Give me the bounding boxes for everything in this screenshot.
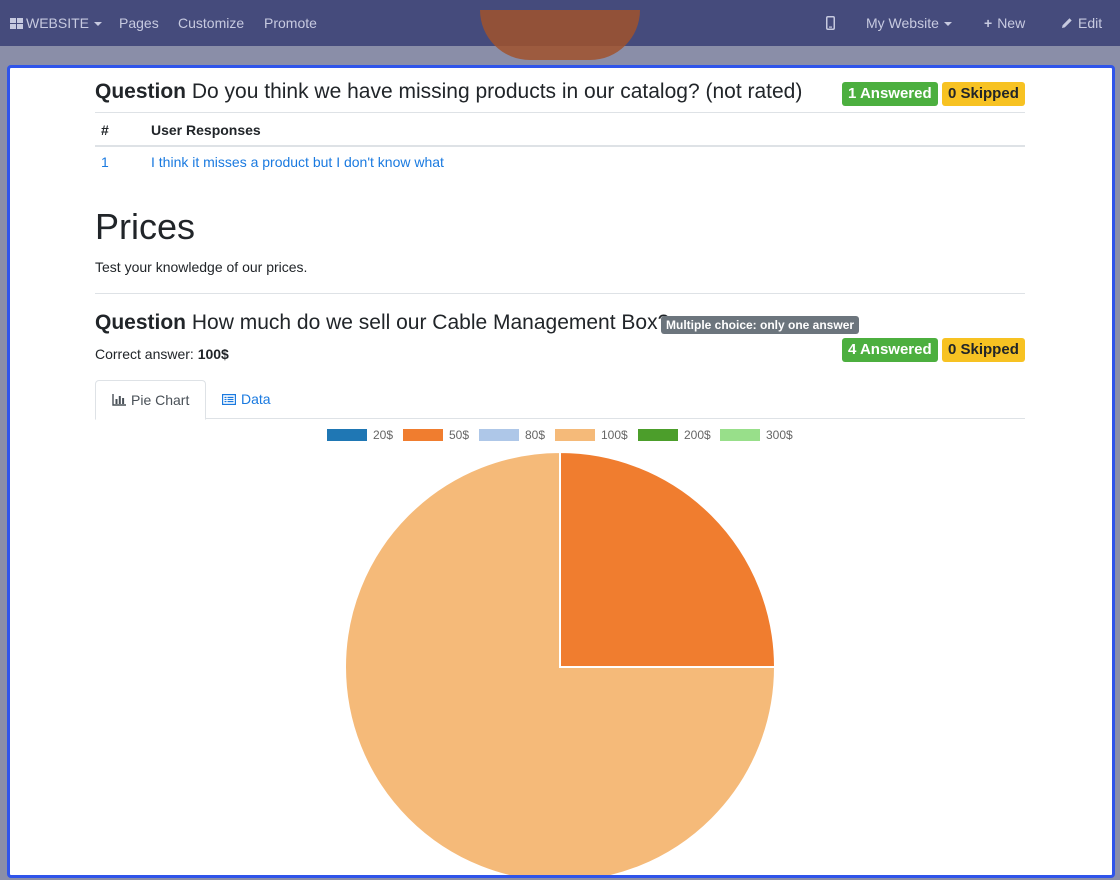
legend-item[interactable]: 50$	[403, 428, 469, 442]
legend-swatch	[403, 429, 443, 441]
mobile-preview-button[interactable]	[826, 0, 835, 46]
question-type-badge: Multiple choice: only one answer	[661, 316, 860, 334]
section-title: Prices	[95, 206, 196, 247]
tab-data[interactable]: Data	[206, 380, 287, 418]
pie-slice-100-dollar[interactable]	[344, 450, 777, 875]
table-top-border	[95, 112, 1025, 113]
my-website-label: My Website	[866, 15, 939, 31]
legend-swatch	[638, 429, 678, 441]
bar-chart-icon	[112, 394, 126, 406]
legend-swatch	[555, 429, 595, 441]
question-2-heading: Question How much do we sell our Cable M…	[95, 311, 669, 335]
section-divider	[95, 293, 1025, 294]
tabs-border	[95, 418, 1025, 419]
tab-pie-chart-label: Pie Chart	[131, 392, 190, 408]
chevron-down-icon	[94, 22, 103, 27]
tab-pie-chart[interactable]: Pie Chart	[95, 380, 207, 420]
legend-item[interactable]: 200$	[638, 428, 711, 442]
apps-icon	[10, 18, 23, 29]
table-header-responses: User Responses	[151, 122, 261, 138]
list-icon	[222, 394, 237, 406]
page-editor-frame: Question Do you think we have missing pr…	[7, 65, 1115, 878]
skipped-badge: 0 Skipped	[942, 82, 1025, 106]
pencil-icon	[1062, 18, 1072, 28]
correct-answer-value: 100$	[197, 346, 229, 362]
new-button[interactable]: + New	[984, 0, 1025, 46]
section-description: Test your knowledge of our prices.	[95, 259, 308, 275]
legend-label: 300$	[766, 428, 793, 442]
correct-answer: Correct answer: 100$	[95, 346, 229, 362]
plus-icon: +	[984, 15, 993, 31]
question-1-heading: Question Do you think we have missing pr…	[95, 80, 802, 104]
question-label: Question	[95, 80, 187, 103]
edit-label: Edit	[1078, 15, 1103, 31]
legend-label: 100$	[601, 428, 628, 442]
response-link[interactable]: I think it misses a product but I don't …	[151, 154, 444, 170]
legend-swatch	[327, 429, 367, 441]
question-label: Question	[95, 311, 187, 334]
mobile-icon	[826, 16, 835, 30]
row-number: 1	[101, 154, 109, 170]
legend-item[interactable]: 300$	[720, 428, 793, 442]
answered-badge: 4 Answered	[842, 338, 938, 362]
legend-label: 80$	[525, 428, 546, 442]
my-website-menu[interactable]: My Website	[866, 0, 952, 46]
question-1-text: Do you think we have missing products in…	[191, 80, 803, 103]
table-header-border	[95, 145, 1025, 147]
question-2-text: How much do we sell our Cable Management…	[191, 311, 670, 334]
chevron-down-icon	[943, 22, 952, 27]
legend-swatch	[479, 429, 519, 441]
website-menu[interactable]: WEBSITE	[10, 0, 103, 46]
website-label: WEBSITE	[26, 15, 90, 31]
table-header-number: #	[101, 122, 109, 138]
legend-label: 200$	[684, 428, 711, 442]
correct-answer-label: Correct answer:	[95, 346, 194, 362]
legend-swatch	[720, 429, 760, 441]
customize-menu[interactable]: Customize	[178, 15, 245, 31]
promote-menu[interactable]: Promote	[264, 15, 317, 31]
pie-chart	[344, 450, 777, 875]
legend-item[interactable]: 20$	[327, 428, 393, 442]
legend-item[interactable]: 100$	[555, 428, 628, 442]
pages-menu[interactable]: Pages	[119, 15, 159, 31]
background-decoration	[480, 10, 640, 60]
edit-button[interactable]: Edit	[1061, 0, 1102, 46]
new-label: New	[997, 15, 1026, 31]
pie-slice-50-dollar[interactable]	[559, 450, 777, 668]
legend-label: 50$	[449, 428, 470, 442]
legend-label: 20$	[373, 428, 394, 442]
tab-data-label: Data	[241, 391, 271, 407]
skipped-badge: 0 Skipped	[942, 338, 1025, 362]
answered-badge: 1 Answered	[842, 82, 938, 106]
legend-item[interactable]: 80$	[479, 428, 545, 442]
